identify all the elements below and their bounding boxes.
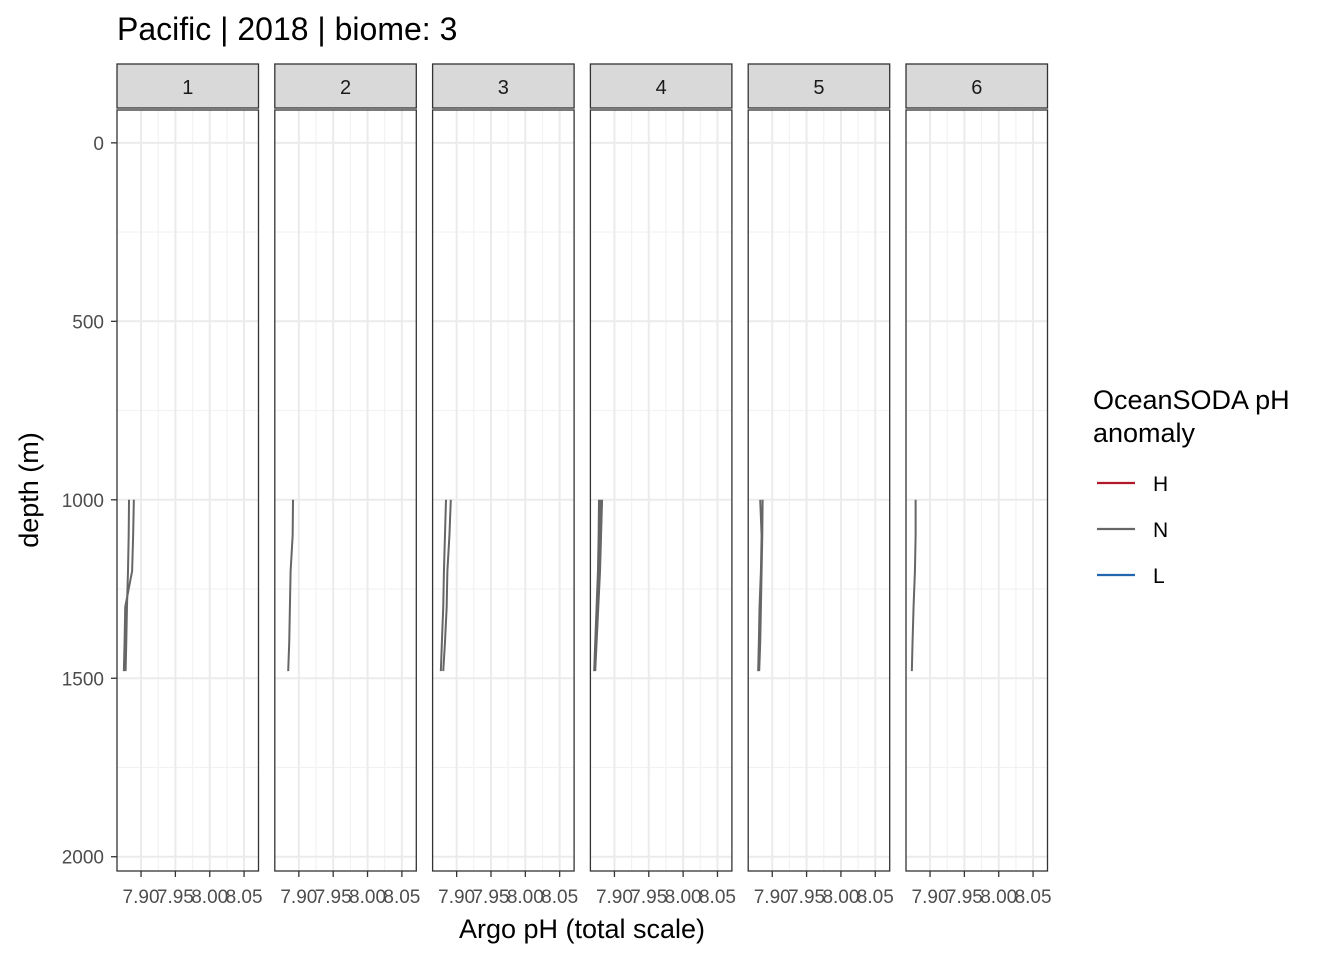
x-tick-label: 7.95 [630,887,667,908]
x-tick-label: 7.90 [438,887,475,908]
panel-border [905,109,1049,872]
panel-border [431,109,575,872]
profile-line-3-2 [439,499,447,672]
x-tick-label: 8.00 [665,887,702,908]
facet-strip-label: 3 [498,77,509,99]
facet-panel-2: 2 7.907.958.008.05 [274,63,420,908]
facet-strip-label: 1 [182,77,193,99]
facet-strip-label: 5 [813,77,824,99]
y-axis-title: depth (m) [14,432,44,548]
x-tick-label: 8.05 [1015,887,1052,908]
x-axis-title: Argo pH (total scale) [459,914,705,944]
x-tick-label: 7.90 [754,887,791,908]
legend-label-L: L [1153,565,1165,588]
legend-title-line-2: anomaly [1093,418,1196,448]
facet-panel-5: 5 7.907.958.008.05 [747,63,894,908]
panel-background [432,110,575,871]
profile-line-2-1 [287,499,294,672]
facet-strip-label: 6 [971,77,982,99]
x-tick-label: 7.95 [315,887,352,908]
panel-background [274,110,417,871]
panel-border [116,109,260,872]
panel-border [274,109,417,872]
legend-title-line-1: OceanSODA pH [1093,385,1290,415]
x-tick-label: 8.00 [980,887,1017,908]
legend: OceanSODA pH anomaly HNL [1093,385,1297,588]
facet-strip [116,63,260,109]
facet-panel-6: 6 7.907.958.008.05 [905,63,1052,908]
y-tick-label: 2000 [62,848,104,869]
y-axis: 0 500 1000 1500 2000 [62,134,117,869]
legend-label-N: N [1153,519,1168,542]
legend-title: OceanSODA pH anomaly [1093,385,1297,448]
legend-entries: HNL [1097,473,1168,588]
x-tick-label: 8.05 [383,887,420,908]
x-tick-label: 8.05 [857,887,894,908]
x-tick-label: 7.95 [472,887,509,908]
facet-panel-3: 3 7.907.958.008.05 [431,63,578,908]
legend-label-H: H [1153,473,1168,496]
panel-background [117,110,259,871]
facet-strip [589,63,733,109]
profile-line-1-2 [122,499,135,672]
panel-background [906,110,1048,871]
facet-panel-4: 4 7.907.958.008.05 [589,63,736,908]
facet-strip [431,63,575,109]
profile-line-3-1 [442,499,452,672]
facet-strip [747,63,891,109]
chart-title: Pacific | 2018 | biome: 3 [117,11,457,47]
profile-line-1-1 [124,499,131,672]
panel-border [589,109,733,872]
y-tick-label: 500 [72,312,104,333]
profile-line-5-2 [757,499,763,672]
x-tick-label: 8.00 [822,887,859,908]
facet-strip-label: 4 [656,77,667,99]
x-tick-label: 7.95 [788,887,825,908]
y-tick-label: 1500 [62,669,104,690]
profile-line-4-3 [593,499,602,672]
panel-border [747,109,891,872]
panel-background [748,110,890,871]
y-tick-label: 1000 [62,491,104,512]
x-tick-label: 7.90 [123,887,160,908]
profile-line-6-1 [910,499,917,672]
x-tick-label: 8.00 [507,887,544,908]
facet-strip [905,63,1049,109]
facet-panels: 17.907.958.008.0527.907.958.008.0537.907… [116,63,1052,908]
x-tick-label: 8.00 [191,887,228,908]
x-tick-label: 8.05 [226,887,263,908]
panel-background [590,110,732,871]
facet-strip-label: 2 [340,77,351,99]
x-tick-label: 8.05 [699,887,736,908]
y-tick-label: 0 [93,134,104,155]
x-tick-label: 7.90 [596,887,633,908]
x-tick-label: 7.95 [946,887,983,908]
x-tick-label: 7.95 [157,887,194,908]
x-tick-label: 8.05 [541,887,578,908]
facet-panel-1: 1 7.907.958.008.05 [116,63,263,908]
x-tick-label: 7.90 [912,887,949,908]
facet-strip [274,63,417,109]
x-tick-label: 8.00 [349,887,386,908]
x-tick-label: 7.90 [280,887,317,908]
